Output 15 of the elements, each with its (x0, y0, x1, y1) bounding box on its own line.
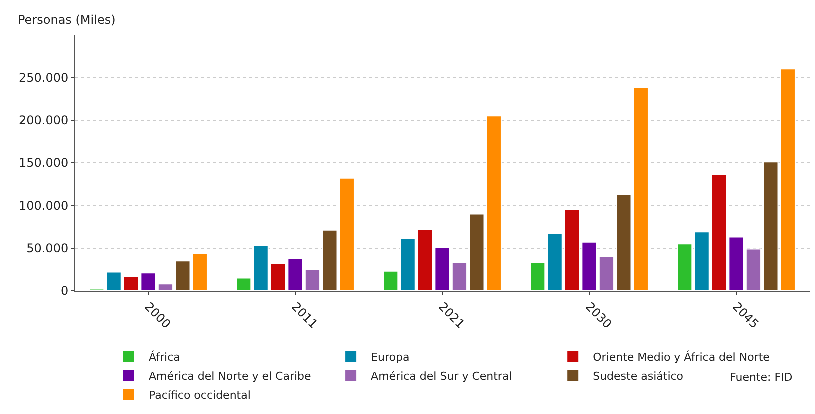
legend-label: América del Sur y Central (371, 370, 512, 383)
legend-label: Europa (371, 350, 410, 364)
y-tick-label: 0 (60, 284, 69, 298)
y-tick-label: 200.000 (18, 114, 69, 128)
y-tick-label: 50.000 (26, 242, 69, 256)
legend-label: Oriente Medio y África del Norte (593, 350, 770, 364)
legend-label: América del Norte y el Caribe (149, 370, 312, 383)
source-note: Fuente: FID (730, 371, 793, 384)
legend-label: Pacífico occidental (149, 388, 251, 402)
legend-label: Sudeste asiático (593, 370, 684, 383)
y-axis-title: Personas (Miles) (18, 13, 116, 27)
y-tick-label: 250.000 (18, 70, 69, 85)
y-tick-label: 150.000 (18, 156, 69, 170)
y-tick-label: 100.000 (18, 198, 69, 213)
legend-label: África (149, 350, 180, 364)
